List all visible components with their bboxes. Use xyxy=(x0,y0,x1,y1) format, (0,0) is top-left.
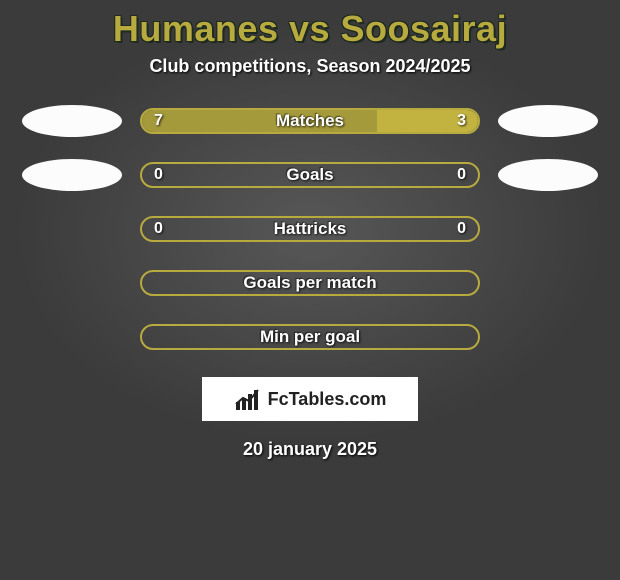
brand-label: FcTables.com xyxy=(268,389,387,410)
stat-bar: Goals per match xyxy=(140,270,480,296)
stat-label: Goals xyxy=(142,165,478,185)
stat-row: Min per goal xyxy=(0,321,620,353)
team-right-oval xyxy=(498,105,598,137)
page-title: Humanes vs Soosairaj xyxy=(113,8,507,50)
team-right-oval xyxy=(498,267,598,299)
team-left-oval xyxy=(22,267,122,299)
stats-rows: 73Matches 00Goals 00Hattricks Goals per mat… xyxy=(0,105,620,353)
stat-bar: 00Hattricks xyxy=(140,216,480,242)
stat-bar: 00Goals xyxy=(140,162,480,188)
stat-label: Hattricks xyxy=(142,219,478,239)
stat-label: Matches xyxy=(142,111,478,131)
brand-box: FcTables.com xyxy=(202,377,418,421)
team-left-oval xyxy=(22,321,122,353)
team-right-oval xyxy=(498,213,598,245)
stat-row: 73Matches xyxy=(0,105,620,137)
brand-chart-icon xyxy=(234,388,262,410)
page-subtitle: Club competitions, Season 2024/2025 xyxy=(149,56,470,77)
stat-label: Goals per match xyxy=(142,273,478,293)
stat-bar: 73Matches xyxy=(140,108,480,134)
stat-row: 00Hattricks xyxy=(0,213,620,245)
team-right-oval xyxy=(498,159,598,191)
team-left-oval xyxy=(22,159,122,191)
stat-label: Min per goal xyxy=(142,327,478,347)
stat-row: Goals per match xyxy=(0,267,620,299)
stat-row: 00Goals xyxy=(0,159,620,191)
team-left-oval xyxy=(22,105,122,137)
stat-bar: Min per goal xyxy=(140,324,480,350)
team-right-oval xyxy=(498,321,598,353)
team-left-oval xyxy=(22,213,122,245)
date-label: 20 january 2025 xyxy=(243,439,377,460)
